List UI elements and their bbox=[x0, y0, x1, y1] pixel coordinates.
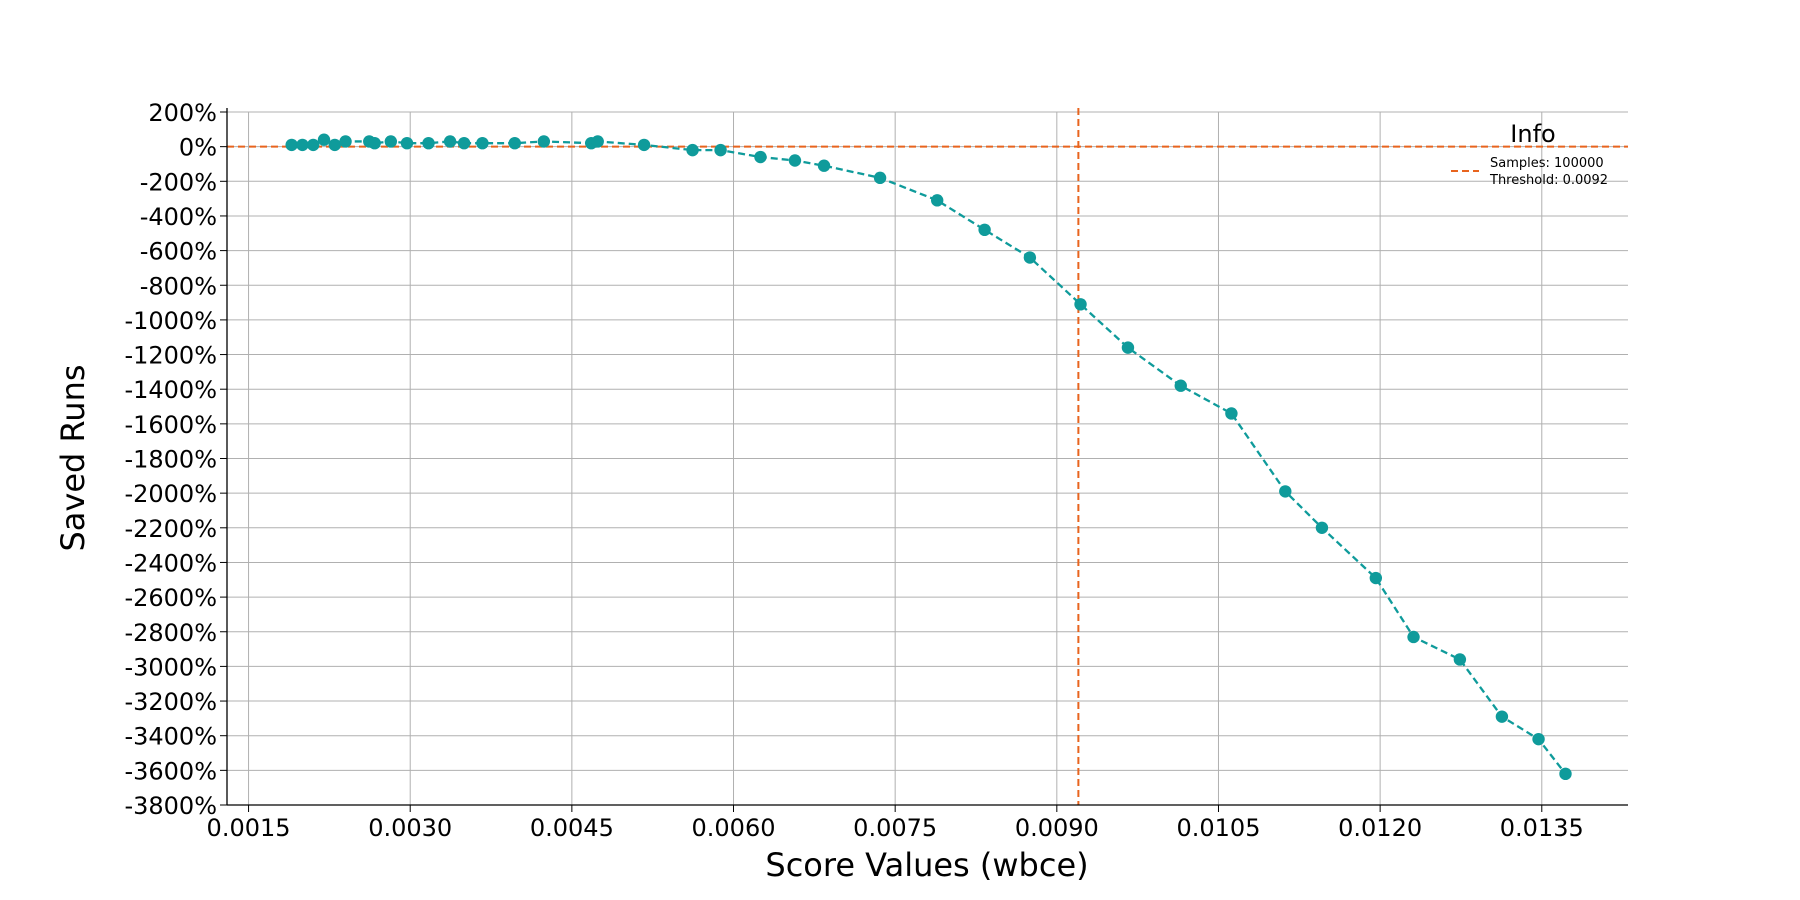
x-tick-label: 0.0060 bbox=[692, 814, 776, 842]
data-point bbox=[1225, 407, 1238, 420]
axes bbox=[220, 108, 1628, 812]
legend-entry-samples: Samples: 100000 bbox=[1490, 156, 1604, 171]
x-tick-label: 0.0135 bbox=[1500, 814, 1584, 842]
y-tick-label: -1000% bbox=[124, 307, 217, 335]
data-point bbox=[1532, 732, 1545, 746]
data-point bbox=[930, 194, 944, 207]
y-tick-label: 200% bbox=[148, 99, 217, 127]
data-point bbox=[1174, 379, 1187, 392]
y-tick-label: -2800% bbox=[124, 619, 217, 647]
series-line bbox=[291, 138, 1567, 775]
data-point bbox=[1495, 710, 1509, 723]
y-tick-label: -3800% bbox=[124, 792, 217, 820]
data-point bbox=[873, 171, 887, 185]
y-tick-label: -2200% bbox=[124, 515, 217, 543]
data-point bbox=[443, 135, 457, 148]
y-tick-label: -3000% bbox=[124, 653, 217, 681]
x-tick-label: 0.0030 bbox=[368, 814, 452, 842]
x-tick-labels: 0.0015 0.0030 0.0045 0.0060 0.0075 0.0090 0.01… bbox=[207, 814, 1584, 842]
x-tick-label: 0.0015 bbox=[207, 814, 291, 842]
data-point bbox=[400, 136, 414, 150]
y-tick-label: -3400% bbox=[124, 723, 217, 751]
x-tick-label: 0.0045 bbox=[530, 814, 614, 842]
data-point bbox=[285, 138, 298, 152]
data-point bbox=[1023, 251, 1037, 264]
y-tick-label: -1800% bbox=[124, 446, 217, 474]
legend: Info Samples: 100000 Threshold: 0.0092 bbox=[1451, 120, 1608, 188]
data-point bbox=[686, 143, 699, 157]
data-point bbox=[339, 135, 352, 148]
x-tick-label: 0.0075 bbox=[853, 814, 937, 842]
y-tick-labels: 200% 0% -200% -400% -600% -800% -1000% -1200% -1… bbox=[124, 99, 217, 820]
data-point bbox=[508, 136, 521, 150]
y-tick-label: -800% bbox=[140, 272, 217, 300]
x-tick-label: 0.0105 bbox=[1176, 814, 1260, 842]
data-point bbox=[457, 136, 471, 150]
y-tick-label: -2000% bbox=[124, 480, 217, 508]
data-point bbox=[317, 133, 331, 146]
reference-lines bbox=[227, 108, 1628, 805]
data-point bbox=[476, 136, 489, 150]
data-point bbox=[714, 143, 727, 157]
y-tick-label: -400% bbox=[140, 203, 217, 231]
y-tick-label: -2400% bbox=[124, 549, 217, 577]
y-tick-label: -2600% bbox=[124, 584, 217, 612]
y-tick-label: -3600% bbox=[124, 757, 217, 785]
y-axis-title: Saved Runs bbox=[54, 364, 92, 551]
data-point bbox=[296, 138, 309, 152]
data-point bbox=[328, 138, 341, 152]
data-point bbox=[754, 150, 767, 164]
y-tick-label: -1600% bbox=[124, 411, 217, 439]
x-axis-title: Score Values (wbce) bbox=[765, 846, 1088, 884]
data-point bbox=[384, 135, 398, 148]
y-tick-label: -1400% bbox=[124, 376, 217, 404]
data-point bbox=[422, 136, 435, 150]
data-point bbox=[1453, 653, 1467, 666]
data-point bbox=[978, 223, 991, 237]
series-line-group bbox=[285, 133, 1572, 781]
x-tick-label: 0.0090 bbox=[1015, 814, 1099, 842]
y-tick-label: 0% bbox=[179, 134, 217, 162]
data-point bbox=[1315, 521, 1329, 534]
data-point bbox=[817, 159, 831, 172]
y-tick-label: -600% bbox=[140, 238, 217, 266]
data-point bbox=[1279, 485, 1292, 498]
data-point bbox=[1407, 630, 1420, 644]
data-point bbox=[307, 138, 320, 152]
y-tick-label: -200% bbox=[140, 168, 217, 196]
data-point bbox=[1559, 767, 1572, 781]
data-point bbox=[1121, 341, 1135, 354]
x-tick-label: 0.0120 bbox=[1338, 814, 1422, 842]
data-point bbox=[1369, 571, 1383, 585]
data-point bbox=[1074, 298, 1087, 311]
data-point bbox=[637, 138, 651, 152]
y-tick-label: -3200% bbox=[124, 688, 217, 716]
data-point bbox=[591, 135, 604, 148]
data-point bbox=[788, 154, 802, 167]
grid bbox=[227, 111, 1628, 806]
legend-title: Info bbox=[1510, 120, 1555, 148]
data-point bbox=[537, 135, 551, 148]
y-tick-label: -1200% bbox=[124, 342, 217, 370]
legend-entry-threshold: Threshold: 0.0092 bbox=[1489, 173, 1608, 188]
data-point bbox=[368, 136, 381, 150]
